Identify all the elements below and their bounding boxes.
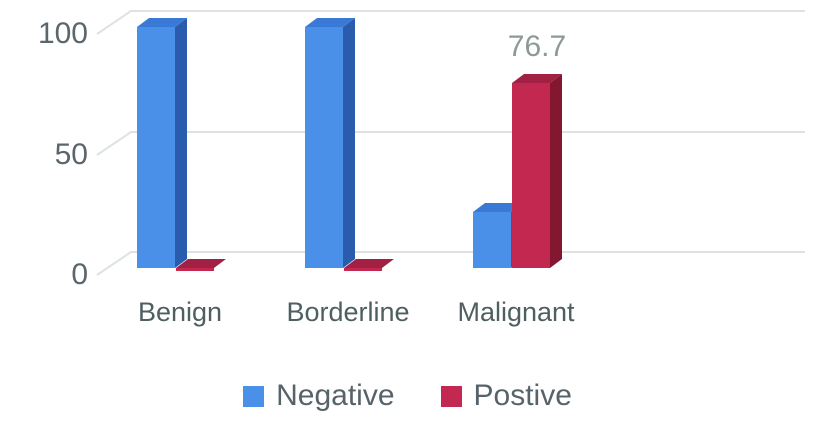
legend-label-postive: Postive bbox=[473, 379, 572, 412]
legend-swatch-postive-icon bbox=[440, 385, 462, 407]
y-axis-tick-label: 100 bbox=[37, 17, 88, 50]
bar-side-face bbox=[175, 17, 187, 268]
bar-side-face bbox=[343, 17, 355, 268]
bar-front-face bbox=[137, 27, 175, 268]
y-axis-tick-label: 50 bbox=[54, 138, 88, 171]
gridline bbox=[96, 251, 805, 276]
category-label: Benign bbox=[137, 297, 223, 327]
bar-front-face bbox=[473, 212, 511, 268]
legend-label-negative: Negative bbox=[276, 379, 395, 412]
category-label: Borderline bbox=[286, 297, 410, 327]
bar-front-face bbox=[512, 83, 550, 268]
bar-side-face bbox=[550, 73, 562, 268]
legend-item-negative: Negative bbox=[243, 379, 395, 412]
legend-item-postive: Postive bbox=[440, 379, 572, 412]
gridline bbox=[96, 10, 805, 35]
data-label: 76.7 bbox=[507, 30, 567, 63]
category-label: Malignant bbox=[457, 297, 575, 327]
bar-front-face bbox=[305, 27, 343, 268]
gridline bbox=[96, 131, 805, 156]
bar-front-face bbox=[176, 268, 214, 271]
bar-front-face bbox=[344, 268, 382, 271]
y-axis-tick-label: 0 bbox=[71, 258, 88, 291]
legend-swatch-negative-icon bbox=[243, 385, 265, 407]
legend: Negative Postive bbox=[0, 380, 815, 412]
